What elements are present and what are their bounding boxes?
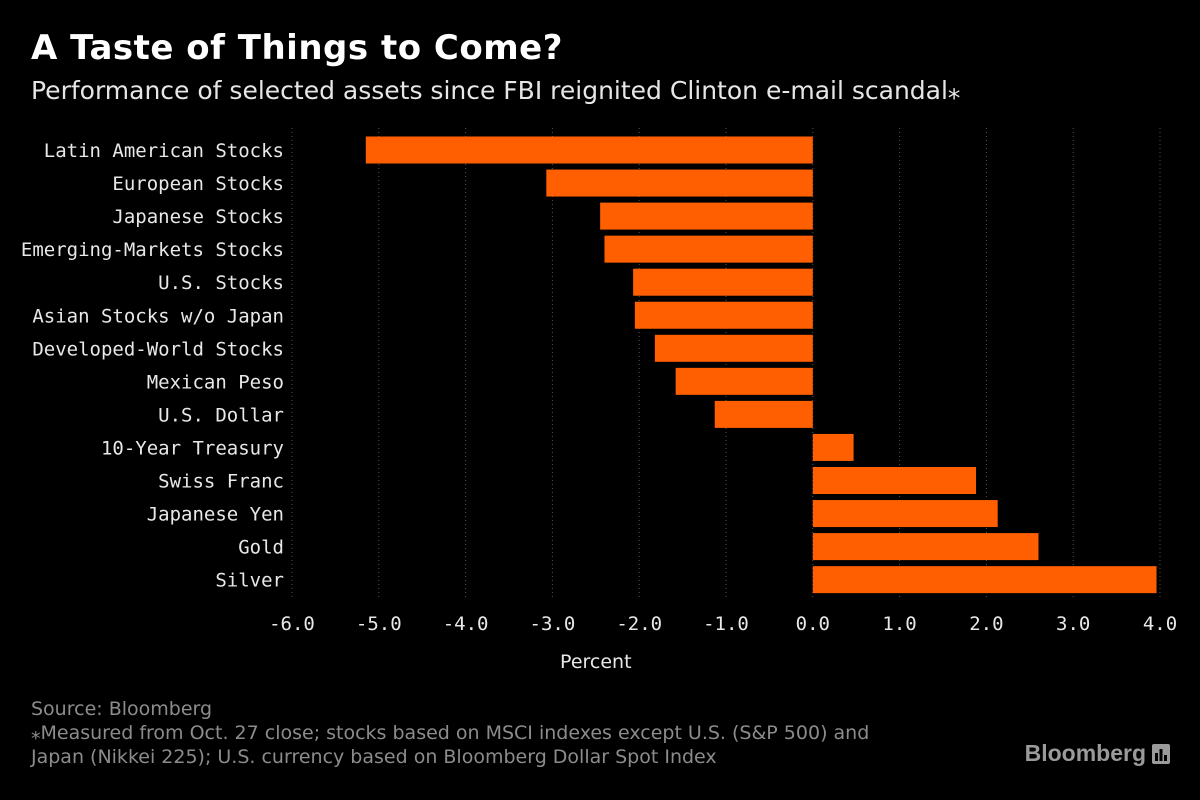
- category-labels: Latin American Stocks European Stocks Japa…: [21, 140, 284, 592]
- x-tick-label: -4.0: [443, 613, 489, 635]
- gridlines: [291, 128, 1161, 600]
- category-label: Latin American Stocks: [44, 140, 284, 162]
- x-tick-label: -3.0: [530, 613, 576, 635]
- x-tick-label: 4.0: [1143, 613, 1177, 635]
- category-label: European Stocks: [112, 173, 284, 195]
- brand-name: Bloomberg: [1024, 740, 1146, 766]
- bloomberg-chart-icon: [1152, 743, 1170, 764]
- x-axis-ticks: -6.0 -5.0 -4.0 -3.0 -2.0 -1.0 0.0 1.0 2.0 3.0 4.0: [269, 613, 1177, 635]
- bar: [675, 367, 813, 395]
- x-tick-label: -6.0: [269, 613, 315, 635]
- category-label: Swiss Franc: [158, 471, 284, 493]
- category-label: Emerging-Markets Stocks: [21, 239, 284, 261]
- category-label: Silver: [215, 570, 284, 592]
- bar: [812, 533, 1039, 561]
- x-tick-label: -5.0: [356, 613, 402, 635]
- category-label: U.S. Stocks: [158, 272, 284, 294]
- category-label: Gold: [238, 537, 284, 559]
- x-tick-label: 1.0: [882, 613, 916, 635]
- brand-logo: Bloomberg: [1025, 740, 1170, 767]
- methodology-note-line-1: ⁎Measured from Oct. 27 close; stocks bas…: [31, 722, 870, 744]
- x-tick-label: 3.0: [1056, 613, 1090, 635]
- bar: [812, 566, 1157, 594]
- methodology-note-line-2: Japan (Nikkei 225); U.S. currency based …: [31, 746, 717, 768]
- bar: [600, 202, 813, 230]
- category-label: Asian Stocks w/o Japan: [32, 305, 284, 327]
- category-label: Japanese Yen: [147, 504, 284, 526]
- footer: Source: Bloomberg ⁎Measured from Oct. 27…: [31, 697, 991, 769]
- bar: [604, 235, 813, 263]
- x-tick-label: 0.0: [796, 613, 830, 635]
- chart-subtitle: Performance of selected assets since FBI…: [31, 76, 961, 105]
- category-label: U.S. Dollar: [158, 404, 284, 426]
- bars: [365, 136, 1157, 594]
- bar: [633, 268, 813, 296]
- category-label: Mexican Peso: [147, 371, 284, 393]
- chart-title: A Taste of Things to Come?: [31, 28, 563, 68]
- x-tick-label: 2.0: [969, 613, 1003, 635]
- bar-chart: Latin American Stocks European Stocks Japa…: [21, 128, 1177, 673]
- category-label: 10-Year Treasury: [101, 437, 284, 459]
- x-tick-label: -2.0: [616, 613, 662, 635]
- bar: [365, 136, 813, 164]
- category-label: Developed-World Stocks: [32, 338, 284, 360]
- bar: [546, 169, 813, 197]
- x-axis-title: Percent: [560, 651, 632, 673]
- source-note: Source: Bloomberg: [31, 698, 213, 720]
- bar: [812, 467, 976, 494]
- bar: [714, 400, 813, 428]
- bar: [812, 433, 854, 461]
- bar: [634, 301, 813, 329]
- category-label: Japanese Stocks: [112, 206, 284, 228]
- bar: [654, 334, 813, 362]
- bar: [812, 500, 998, 528]
- x-tick-label: -1.0: [703, 613, 749, 635]
